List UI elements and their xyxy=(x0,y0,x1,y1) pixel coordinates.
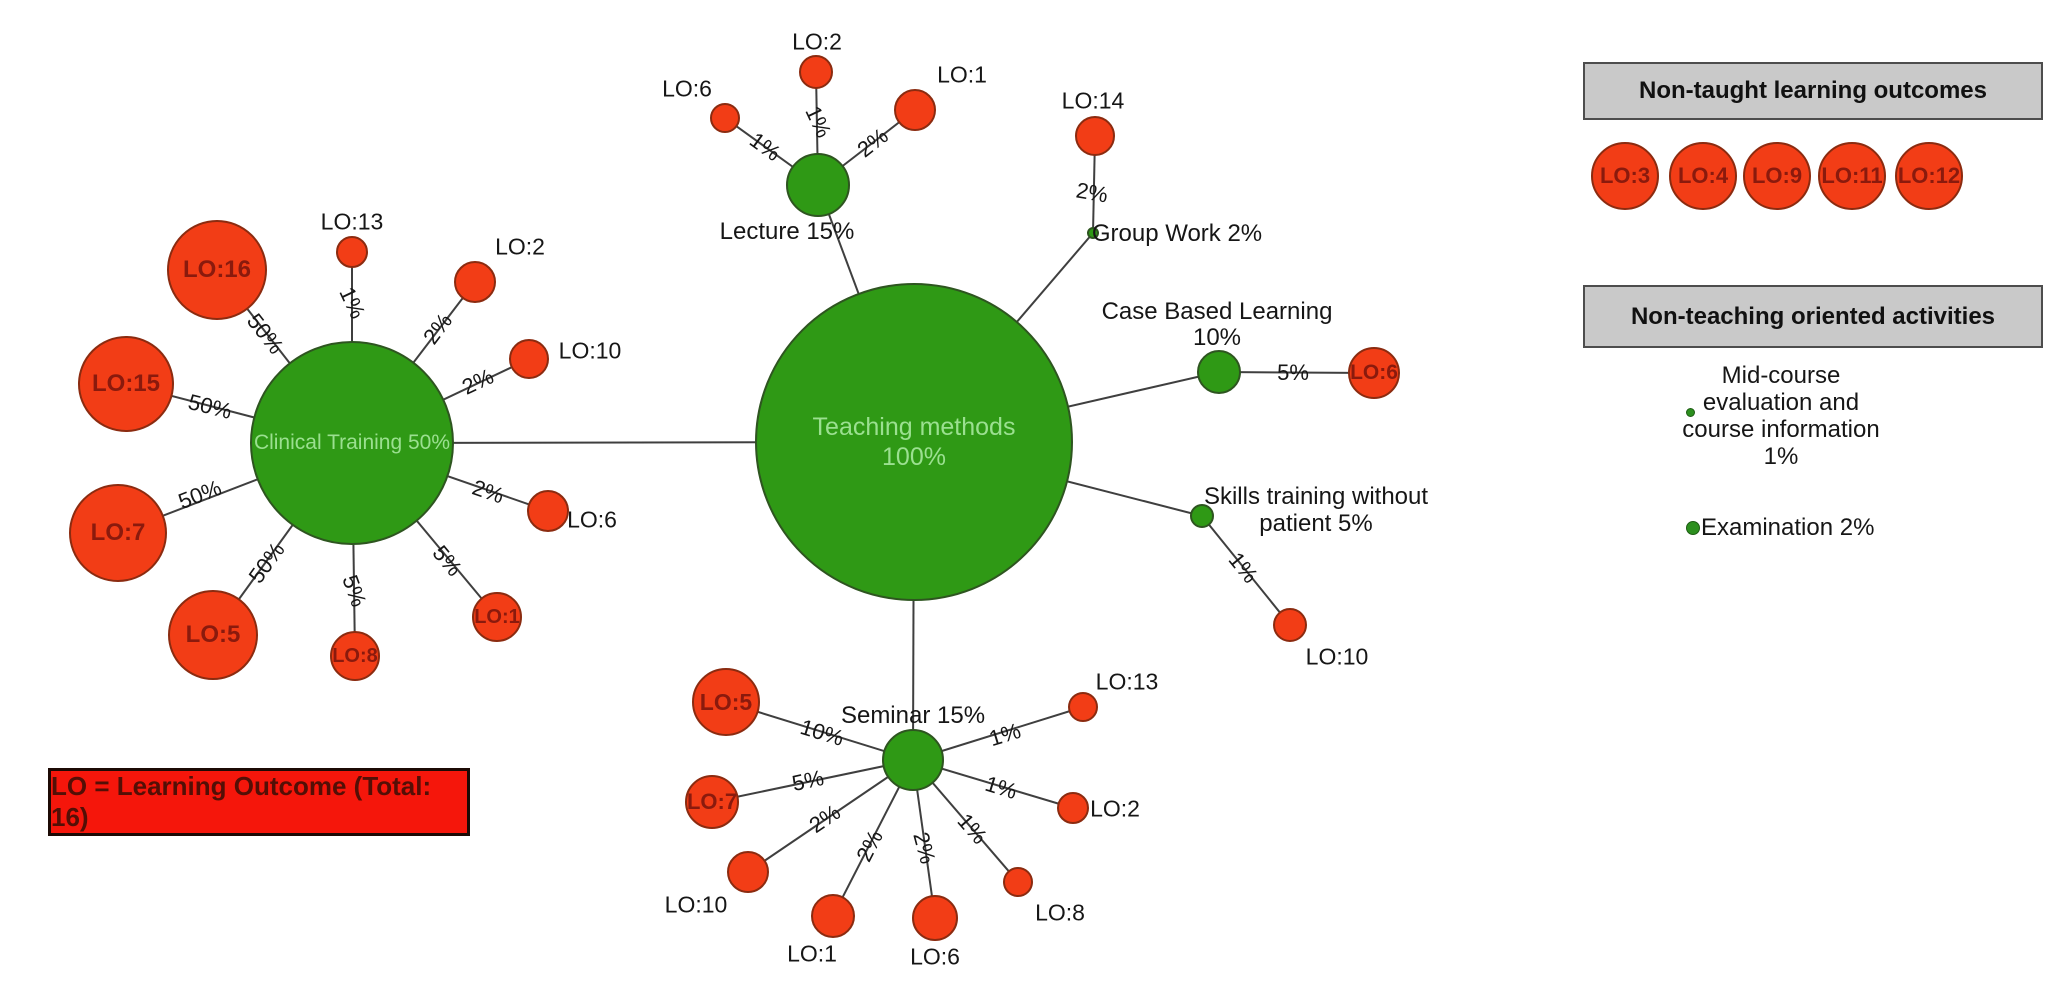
edge-seminar-lo10 xyxy=(747,759,914,873)
node-lo6-lecture xyxy=(710,103,740,133)
seminar-label: Seminar 15% xyxy=(840,702,986,729)
edge-skills-lo10 xyxy=(1201,515,1291,626)
legend-box: LO = Learning Outcome (Total: 16) xyxy=(48,768,470,836)
edge-percentage-label: 5% xyxy=(1277,360,1309,385)
edge-percentage-label: 2% xyxy=(1074,177,1110,208)
examination-label: Examination 2% xyxy=(1701,514,1875,541)
lo10-clinical-label: LO:10 xyxy=(558,337,622,364)
node-lo2-seminar xyxy=(1057,792,1089,824)
midcourse-line: 1% xyxy=(1763,443,1799,470)
node-lo2-lecture xyxy=(799,55,833,89)
non-teaching-header: Non-teaching oriented activities xyxy=(1583,285,2043,348)
non-taught-circle-lo11: LO:11 xyxy=(1818,142,1886,210)
node-lo13-seminar xyxy=(1068,692,1098,722)
node-lo5-seminar: LO:5 xyxy=(692,668,760,736)
midcourse-line: course information xyxy=(1682,416,1880,443)
lo2-clinical-label: LO:2 xyxy=(495,233,545,260)
node-lo7-seminar: LO:7 xyxy=(685,775,739,829)
node-lo1-seminar xyxy=(811,894,855,938)
node-lo10-clinical xyxy=(509,339,549,379)
node-lo10-seminar xyxy=(727,851,769,893)
node-lo7-clinical-text: LO:7 xyxy=(90,519,146,547)
legend-label: LO = Learning Outcome (Total: 16) xyxy=(51,771,432,832)
node-group-work xyxy=(1087,227,1099,239)
node-lo14-groupwork xyxy=(1075,116,1115,156)
lecture-label: Lecture 15% xyxy=(719,218,855,245)
non-teaching-header-label: Non-teaching oriented activities xyxy=(1630,302,1996,330)
examination-dot xyxy=(1686,521,1700,535)
skills-label-line1: Skills training without xyxy=(1203,483,1429,510)
non-taught-circle-lo3: LO:3 xyxy=(1591,142,1659,210)
node-teaching-methods: Teaching methods 100% xyxy=(755,283,1073,601)
non-taught-circle-label: LO:11 xyxy=(1821,162,1883,188)
lo10-skills-label: LO:10 xyxy=(1305,643,1369,670)
node-lo1-clinical-text: LO:1 xyxy=(474,605,520,628)
lo1-seminar-label: LO:1 xyxy=(787,940,837,967)
lo1-lecture-label: LO:1 xyxy=(937,61,987,88)
lo6-seminar-label: LO:6 xyxy=(910,943,960,970)
lo2-lecture-label: LO:2 xyxy=(792,28,842,55)
node-lo6-clinical xyxy=(527,490,569,532)
lo6-clinical-label: LO:6 xyxy=(567,506,617,533)
node-lo16-clinical: LO:16 xyxy=(167,220,267,320)
node-lo2-clinical xyxy=(454,261,496,303)
node-teaching-methods-text: Teaching methods 100% xyxy=(812,412,1016,472)
lo14-label: LO:14 xyxy=(1061,87,1125,114)
midcourse-activity: Mid-course evaluation and course informati… xyxy=(1682,362,1879,470)
node-lo7-seminar-text: LO:7 xyxy=(686,788,738,814)
node-clinical-training-text: Clinical Training 50% xyxy=(253,431,451,455)
node-lo8-seminar xyxy=(1003,867,1033,897)
node-lo16-clinical-text: LO:16 xyxy=(182,256,251,284)
non-taught-circle-label: LO:3 xyxy=(1599,162,1651,188)
midcourse-line: evaluation and xyxy=(1702,389,1860,416)
node-lo5-clinical: LO:5 xyxy=(168,590,258,680)
node-lo13-clinical xyxy=(336,236,368,268)
non-taught-circle-label: LO:9 xyxy=(1751,162,1803,188)
lo6-lecture-label: LO:6 xyxy=(662,75,712,102)
node-lo6-cbl: LO:6 xyxy=(1348,347,1400,399)
node-case-based-learning xyxy=(1197,350,1241,394)
non-taught-circle-lo12: LO:12 xyxy=(1895,142,1963,210)
node-lo6-cbl-text: LO:6 xyxy=(1350,361,1398,385)
lo13-clinical-label: LO:13 xyxy=(320,208,384,235)
non-taught-circle-lo9: LO:9 xyxy=(1743,142,1811,210)
node-lo6-seminar xyxy=(912,895,958,941)
node-lo8-clinical-text: LO:8 xyxy=(332,644,378,667)
non-taught-header-label: Non-taught learning outcomes xyxy=(1639,77,1987,104)
node-lo15-clinical-text: LO:15 xyxy=(91,370,160,398)
midcourse-dot xyxy=(1686,408,1695,417)
lo10-seminar-label: LO:10 xyxy=(664,891,728,918)
non-taught-circle-label: LO:4 xyxy=(1677,162,1729,188)
node-lo5-seminar-text: LO:5 xyxy=(699,688,753,715)
node-skills-training xyxy=(1190,504,1214,528)
group-work-label: Group Work 2% xyxy=(1091,220,1263,247)
cbl-label-line1: Case Based Learning xyxy=(1101,298,1333,325)
examination-activity: Examination 2% xyxy=(1686,514,1874,542)
non-taught-circle-label: LO:12 xyxy=(1897,162,1961,188)
edge-seminar-lo7 xyxy=(711,759,914,803)
node-lo5-clinical-text: LO:5 xyxy=(185,621,241,649)
lo13-seminar-label: LO:13 xyxy=(1095,668,1159,695)
node-lo10-skills xyxy=(1273,608,1307,642)
skills-label-line2: patient 5% xyxy=(1259,510,1373,537)
midcourse-line: Mid-course xyxy=(1721,362,1841,389)
node-lo8-clinical: LO:8 xyxy=(330,631,380,681)
non-taught-circle-lo4: LO:4 xyxy=(1669,142,1737,210)
node-lo7-clinical: LO:7 xyxy=(69,484,167,582)
node-lo1-clinical: LO:1 xyxy=(472,592,522,642)
node-lecture xyxy=(786,153,850,217)
lo8-seminar-label: LO:8 xyxy=(1035,899,1085,926)
cbl-label-line2: 10% xyxy=(1192,324,1242,351)
node-lo1-lecture xyxy=(894,89,936,131)
non-taught-header: Non-taught learning outcomes xyxy=(1583,62,2043,120)
node-clinical-training: Clinical Training 50% xyxy=(250,341,454,545)
lo2-seminar-label: LO:2 xyxy=(1090,795,1140,822)
node-seminar xyxy=(882,729,944,791)
node-lo15-clinical: LO:15 xyxy=(78,336,174,432)
